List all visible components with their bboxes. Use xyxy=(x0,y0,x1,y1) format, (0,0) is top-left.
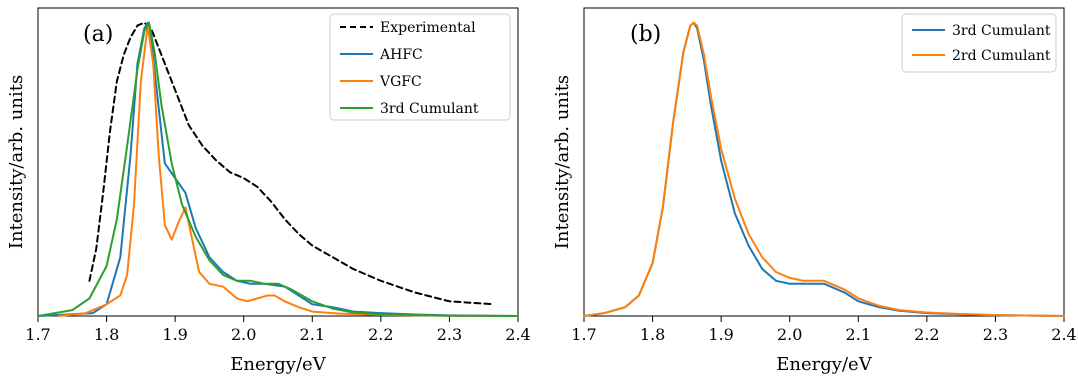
panel-b-x-tick-label-5: 2.2 xyxy=(914,325,939,344)
panel-a-label: (a) xyxy=(83,22,113,47)
panel-a-series-4 xyxy=(37,21,519,317)
panel-b-x-ticks xyxy=(583,316,1065,322)
panel-a-series-2 xyxy=(37,21,519,317)
panel-a-legend-box xyxy=(329,13,511,121)
panel-a-x-ticks xyxy=(37,316,519,322)
panel-b-y-axis-label: Intensity/arb. units xyxy=(552,75,573,249)
panel-b-series-2 xyxy=(583,21,1065,317)
panel-a-legend-label-3: VGFC xyxy=(379,74,422,90)
panel-a-legend-label-4: 3rd Cumulant xyxy=(380,101,479,117)
panel-a-x-tick-label-1: 1.8 xyxy=(94,325,119,344)
panel-b: 1.7 1.8 1.9 2.0 2.1 2.2 2.3 2.4 (b) Energy/eV I… xyxy=(552,7,1077,375)
panel-a-series-group xyxy=(37,21,519,317)
panel-b-legend-label-2: 2rd Cumulant xyxy=(952,48,1051,64)
panel-a-x-tick-label-2: 1.9 xyxy=(162,325,187,344)
panel-a-x-tick-label-5: 2.2 xyxy=(368,325,393,344)
panel-b-x-tick-label-4: 2.1 xyxy=(846,325,871,344)
panel-a-x-tick-label-3: 2.0 xyxy=(231,325,256,344)
panel-a-x-axis-label: Energy/eV xyxy=(230,354,326,375)
panel-a-x-tick-label-4: 2.1 xyxy=(300,325,325,344)
panel-a-legend-label-2: AHFC xyxy=(379,47,423,63)
panel-a-series-3 xyxy=(57,24,519,317)
panel-b-x-tick-label-0: 1.7 xyxy=(571,325,596,344)
panel-b-legend-box xyxy=(901,13,1057,73)
panel-a-x-tick-label-6: 2.3 xyxy=(437,325,462,344)
panel-b-label: (b) xyxy=(630,22,661,47)
panel-b-x-tick-label-7: 2.4 xyxy=(1051,325,1076,344)
panel-a-x-tick-label-0: 1.7 xyxy=(25,325,50,344)
panel-b-x-tick-label-1: 1.8 xyxy=(640,325,665,344)
panel-a-legend-label-1: Experimental xyxy=(380,20,476,36)
panel-a-y-axis-label: Intensity/arb. units xyxy=(6,75,27,249)
panel-b-x-tick-labels: 1.7 1.8 1.9 2.0 2.1 2.2 2.3 2.4 xyxy=(571,325,1076,344)
panel-a-legend: Experimental AHFC VGFC 3rd Cumulant xyxy=(329,13,511,121)
panel-b-series-group xyxy=(583,21,1065,317)
panel-a-plot-frame xyxy=(37,7,519,317)
panel-b-x-tick-label-3: 2.0 xyxy=(777,325,802,344)
panel-b-legend: 3rd Cumulant 2rd Cumulant xyxy=(901,13,1057,73)
panel-a-x-tick-label-7: 2.4 xyxy=(505,325,530,344)
panel-a-x-tick-labels: 1.7 1.8 1.9 2.0 2.1 2.2 2.3 2.4 xyxy=(25,325,530,344)
panel-b-x-tick-label-2: 1.9 xyxy=(708,325,733,344)
panel-a: 1.7 1.8 1.9 2.0 2.1 2.2 2.3 2.4 (a) Energy/eV I… xyxy=(6,7,531,375)
panel-b-legend-label-1: 3rd Cumulant xyxy=(952,23,1051,39)
panel-a-series-1 xyxy=(88,21,495,306)
panel-b-x-tick-label-6: 2.3 xyxy=(983,325,1008,344)
panel-b-x-axis-label: Energy/eV xyxy=(776,354,872,375)
panel-b-plot-frame xyxy=(583,7,1065,317)
